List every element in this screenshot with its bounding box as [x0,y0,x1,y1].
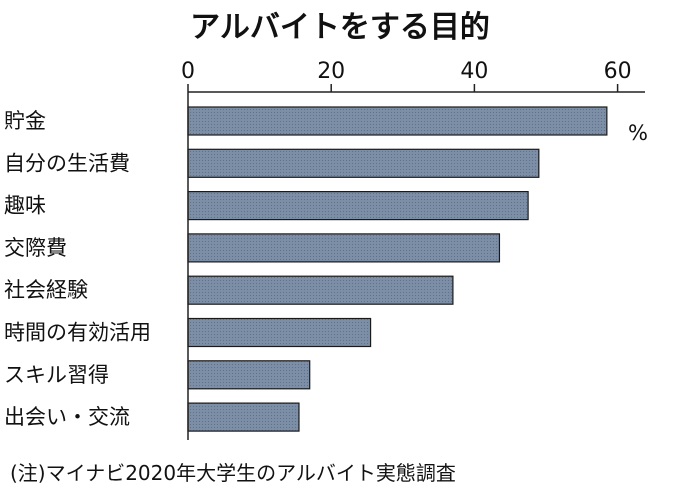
x-tick-label: 60 [604,59,632,84]
bar [187,360,311,390]
chart-frame [187,91,645,440]
unit-label: % [628,121,648,145]
category-label: 趣味 [4,194,46,218]
bar [187,275,454,305]
bar [187,191,529,221]
x-tick-label: 40 [460,59,488,84]
category-label: 交際費 [4,236,67,260]
bar [187,106,608,136]
x-tick-label: 20 [317,59,345,84]
x-tick-label: 0 [181,59,195,84]
category-label: 出会い・交流 [4,405,130,429]
bar [187,402,300,432]
category-label: 自分の生活費 [4,151,130,175]
category-label: 社会経験 [4,278,88,302]
bar [187,148,540,178]
category-label: 貯金 [4,109,46,133]
category-label: スキル習得 [4,363,109,387]
bar [187,317,372,348]
chart-title: アルバイトをする目的 [190,10,490,45]
x-axis-ticks: 0 20 40 60 [181,59,632,92]
bar [187,233,501,263]
category-label: 時間の有効活用 [4,321,151,345]
bars [187,106,608,432]
source-note: (注)マイナビ2020年大学生のアルバイト実態調査 [10,461,456,485]
